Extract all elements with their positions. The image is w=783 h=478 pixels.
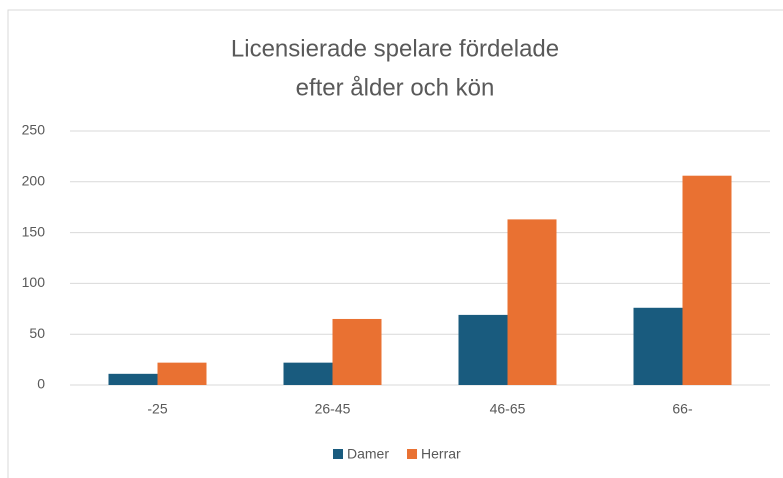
y-tick-label: 0 (37, 376, 45, 392)
x-tick-label: -25 (147, 401, 167, 417)
x-tick-label: 66- (672, 401, 693, 417)
legend-label: Herrar (421, 446, 461, 462)
bar (108, 373, 158, 385)
bar (458, 314, 508, 385)
y-tick-label: 200 (22, 173, 46, 189)
bar (682, 175, 732, 385)
y-tick-label: 50 (29, 325, 45, 341)
legend-label: Damer (347, 446, 389, 462)
bar (283, 362, 333, 385)
bar (332, 318, 382, 385)
chart-title: efter ålder och kön (296, 74, 495, 101)
bar (507, 219, 557, 385)
x-tick-label: 46-65 (490, 401, 526, 417)
legend-swatch (333, 449, 343, 459)
x-tick-label: 26-45 (315, 401, 351, 417)
y-tick-label: 100 (22, 274, 46, 290)
y-tick-label: 150 (22, 223, 46, 239)
chart-frame (7, 9, 783, 478)
bar (157, 362, 207, 385)
chart-title: Licensierade spelare fördelade (231, 35, 559, 62)
legend-swatch (407, 449, 418, 459)
y-tick-label: 250 (22, 122, 46, 138)
bar (633, 307, 683, 385)
